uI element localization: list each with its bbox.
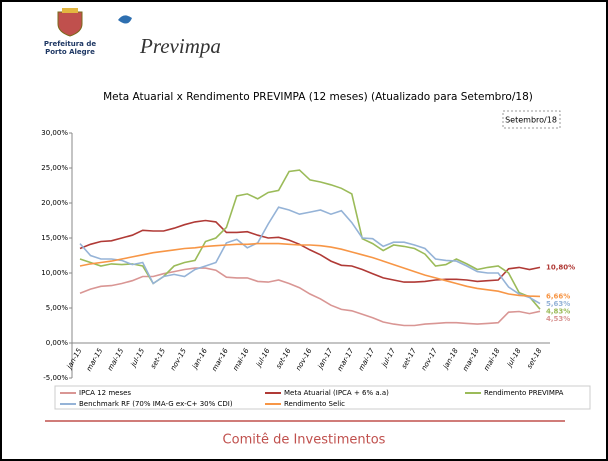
y-tick-label: 0,00% [46, 339, 69, 347]
brand: Previmpa [139, 34, 221, 58]
data-label: 10,80% [546, 263, 575, 271]
chart-title: Meta Atuarial x Rendimento PREVIMPA (12 … [103, 91, 533, 103]
data-label: 6,66% [546, 292, 570, 300]
series-line [79, 242, 541, 298]
data-label: 4,83% [546, 307, 570, 315]
series-line [79, 206, 541, 305]
data-label: 5,63% [546, 300, 570, 308]
org-line2: Porto Alegre [45, 48, 95, 56]
y-tick-label: -5,00% [43, 374, 68, 382]
footer-text: Comitê de Investimentos [223, 433, 386, 448]
y-tick-label: 15,00% [41, 234, 68, 242]
annotation: Setembro/18 [505, 116, 557, 125]
y-tick-label: 25,00% [41, 164, 68, 172]
data-label: 4,53% [546, 315, 570, 323]
series-line [79, 267, 541, 327]
legend-label: Rendimento PREVIMPA [484, 389, 564, 397]
logo-crown [62, 8, 78, 13]
logo-shield [57, 11, 83, 37]
org-line1: Prefeitura de [44, 40, 96, 48]
brand-icon [118, 15, 132, 24]
y-tick-label: 10,00% [41, 269, 68, 277]
legend-label: Benchmark RF (70% IMA-G ex-C+ 30% CDI) [79, 400, 233, 408]
series-line [79, 219, 541, 283]
legend-label: Rendimento Selic [284, 400, 345, 408]
legend-label: Meta Atuarial (IPCA + 6% a.a) [284, 389, 389, 397]
legend-box [54, 385, 591, 410]
legend-label: IPCA 12 meses [79, 389, 131, 397]
annotation-box [502, 110, 561, 129]
y-tick-label: 5,00% [46, 304, 69, 312]
y-tick-label: 20,00% [41, 199, 68, 207]
logo [57, 8, 83, 37]
y-tick-label: 30,00% [41, 129, 68, 137]
